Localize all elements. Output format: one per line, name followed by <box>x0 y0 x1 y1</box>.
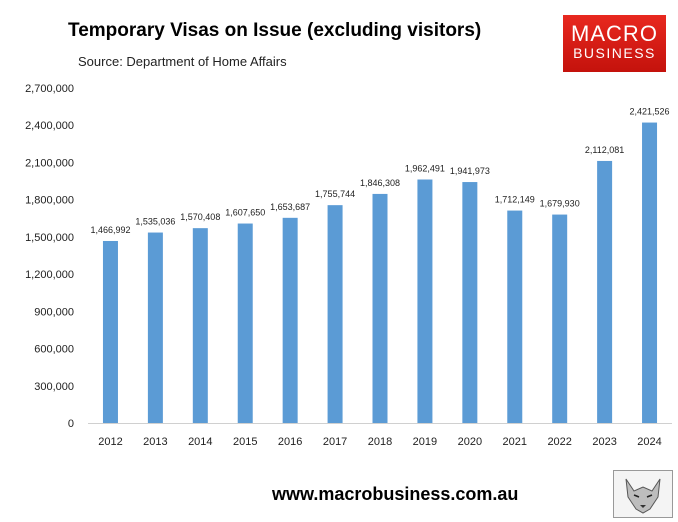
y-tick-label: 300,000 <box>34 381 74 393</box>
x-tick-label: 2021 <box>503 436 527 448</box>
data-label: 1,653,687 <box>270 202 310 212</box>
data-label: 1,679,930 <box>540 199 580 209</box>
data-label: 1,607,650 <box>225 208 265 218</box>
bar <box>552 214 568 423</box>
y-tick-label: 1,200,000 <box>25 269 74 281</box>
data-label: 1,712,149 <box>495 195 535 205</box>
chart-title: Temporary Visas on Issue (excluding visi… <box>68 20 482 41</box>
bar <box>192 228 208 423</box>
x-tick-label: 2014 <box>188 436 212 448</box>
x-tick-label: 2016 <box>278 436 302 448</box>
macrobusiness-logo: MACRO BUSINESS <box>563 15 666 72</box>
y-tick-label: 2,400,000 <box>25 120 74 132</box>
fox-mascot-icon <box>613 470 673 518</box>
y-tick-label: 0 <box>68 418 74 430</box>
logo-line-1: MACRO <box>571 21 658 46</box>
bar <box>102 240 118 423</box>
data-label: 1,941,973 <box>450 166 490 176</box>
x-tick-label: 2023 <box>592 436 616 448</box>
y-tick-label: 600,000 <box>34 344 74 356</box>
y-tick-label: 1,500,000 <box>25 232 74 244</box>
x-tick-label: 2015 <box>233 436 257 448</box>
data-label: 1,535,036 <box>135 217 175 227</box>
y-tick-label: 2,100,000 <box>25 157 74 169</box>
data-label: 1,962,491 <box>405 164 445 174</box>
data-label: 1,466,992 <box>90 225 130 235</box>
data-label: 1,846,308 <box>360 178 400 188</box>
bar <box>507 210 523 423</box>
bar <box>462 182 478 423</box>
data-label: 1,755,744 <box>315 189 355 199</box>
x-tick-label: 2024 <box>637 436 661 448</box>
bar-chart: 0 300,000 600,000 900,000 1,200,000 1,500,000… <box>25 83 672 448</box>
bar <box>147 232 163 423</box>
x-tick-label: 2019 <box>413 436 437 448</box>
bar <box>417 179 433 423</box>
data-label: 2,112,081 <box>585 145 624 155</box>
data-label: 2,421,526 <box>630 107 670 117</box>
bar <box>642 122 658 424</box>
bar <box>597 160 613 424</box>
y-tick-label: 900,000 <box>34 306 74 318</box>
x-tick-label: 2022 <box>547 436 571 448</box>
footer-url: www.macrobusiness.com.au <box>272 484 519 504</box>
logo-line-2: BUSINESS <box>573 45 656 61</box>
bar <box>237 223 253 423</box>
x-tick-label: 2012 <box>98 436 122 448</box>
x-tick-label: 2017 <box>323 436 347 448</box>
x-tick-label: 2020 <box>458 436 482 448</box>
bar <box>372 193 388 423</box>
data-label: 1,570,408 <box>180 212 220 222</box>
x-tick-label: 2013 <box>143 436 167 448</box>
y-tick-label: 2,700,000 <box>25 83 74 95</box>
bar <box>327 205 343 423</box>
x-tick-label: 2018 <box>368 436 392 448</box>
chart-source: Source: Department of Home Affairs <box>78 54 287 69</box>
y-tick-label: 1,800,000 <box>25 195 74 207</box>
bar <box>282 217 298 423</box>
